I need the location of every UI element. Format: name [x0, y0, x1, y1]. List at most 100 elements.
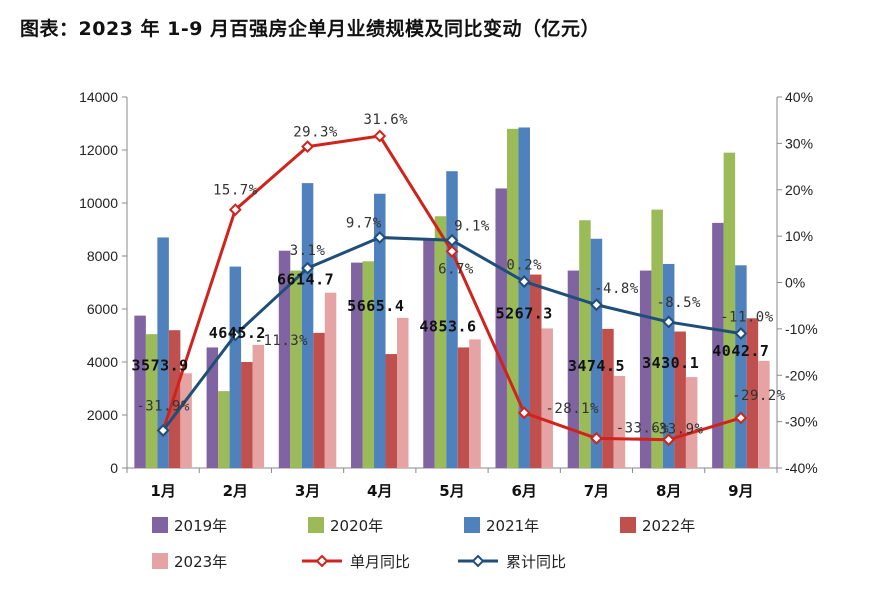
- x-tick-label: 4月: [367, 482, 392, 500]
- data-label-cumulative-yoy: 3.1%: [290, 243, 326, 259]
- legend-swatch: [464, 517, 480, 533]
- y2-tick-label: 20%: [785, 182, 813, 198]
- data-label-cumulative-yoy: -11.3%: [255, 333, 309, 349]
- bar-2023年: [541, 328, 553, 468]
- bar-2020年: [579, 220, 591, 468]
- legend-label: 2021年: [486, 517, 539, 535]
- data-label-2023: 3430.1: [642, 354, 699, 372]
- legend-marker: [315, 554, 329, 568]
- data-label-monthly-yoy: 6.7%: [438, 261, 474, 277]
- bar-2019年: [278, 250, 291, 468]
- x-tick-label: 5月: [439, 482, 464, 500]
- data-label-2023: 4042.7: [712, 342, 769, 360]
- bar-2023年: [758, 360, 770, 468]
- point-单月同比: [445, 245, 459, 258]
- bar-2020年: [362, 261, 375, 468]
- bar-2020年: [506, 128, 519, 469]
- point-单月同比: [228, 203, 242, 217]
- bar-2023年: [180, 373, 192, 468]
- bar-2023年: [397, 317, 409, 468]
- bar-2023年: [324, 292, 337, 468]
- bar-2021年: [374, 193, 386, 468]
- data-label-monthly-yoy: 29.3%: [293, 125, 338, 141]
- data-label-monthly-yoy: -28.1%: [545, 401, 599, 417]
- point-单月同比: [590, 431, 603, 445]
- y2-tick-label: 10%: [785, 228, 813, 244]
- bar-2022年: [529, 274, 542, 468]
- legend-swatch: [152, 517, 168, 533]
- y-tick-label: 0: [110, 460, 118, 476]
- bar-2022年: [602, 328, 614, 468]
- bar-2021年: [446, 171, 458, 468]
- bar-2020年: [218, 391, 230, 468]
- bar-2021年: [590, 238, 603, 468]
- bar-2020年: [145, 334, 158, 468]
- y-tick-label: 14000: [79, 89, 118, 105]
- bar-2019年: [639, 270, 652, 468]
- y-tick-label: 6000: [87, 301, 118, 317]
- legend-label: 2020年: [330, 517, 383, 535]
- bar-2023年: [613, 375, 626, 468]
- data-label-cumulative-yoy: -11.0%: [720, 310, 774, 326]
- data-label-monthly-yoy: -33.6%: [616, 420, 670, 436]
- data-label-2023: 4645.2: [209, 324, 266, 342]
- x-tick-label: 3月: [295, 482, 320, 500]
- point-单月同比: [734, 411, 748, 425]
- bar-2019年: [134, 315, 146, 468]
- y2-tick-label: -10%: [785, 321, 818, 337]
- bar-2019年: [423, 240, 435, 468]
- legend-label: 2023年: [174, 553, 227, 571]
- data-label-cumulative-yoy: 9.7%: [346, 216, 382, 232]
- bar-2021年: [157, 237, 169, 468]
- bar-2022年: [457, 347, 470, 468]
- legend-label: 累计同比: [506, 553, 566, 571]
- point-累计同比: [662, 315, 676, 329]
- data-label-2023: 3474.5: [568, 357, 625, 375]
- point-单月同比: [517, 406, 531, 420]
- y-tick-label: 12000: [79, 142, 118, 158]
- point-累计同比: [734, 327, 748, 340]
- legend-label: 2019年: [174, 517, 227, 535]
- point-累计同比: [445, 233, 459, 247]
- bar-2021年: [735, 265, 747, 468]
- y2-tick-label: 40%: [785, 89, 813, 105]
- page-title: 图表：2023 年 1-9 月百强房企单月业绩规模及同比变动（亿元）: [20, 18, 601, 40]
- data-label-2023: 5267.3: [496, 304, 553, 322]
- legend-swatch: [308, 517, 324, 533]
- x-tick-label: 7月: [584, 482, 609, 500]
- point-单月同比: [301, 140, 314, 154]
- data-label-2023: 5665.4: [347, 297, 404, 315]
- bar-2020年: [651, 209, 663, 468]
- bar-2021年: [229, 266, 242, 468]
- bar-2020年: [290, 270, 302, 468]
- bar-2021年: [301, 183, 314, 468]
- data-label-2023: 6614.7: [277, 271, 334, 289]
- x-tick-label: 6月: [512, 482, 537, 500]
- y2-tick-label: 0%: [785, 275, 805, 291]
- data-label-2023: 3573.9: [132, 356, 189, 374]
- bar-2019年: [495, 188, 507, 469]
- data-label-cumulative-yoy: 9.1%: [454, 218, 490, 234]
- y2-tick-label: -40%: [785, 460, 818, 476]
- bar-2019年: [206, 347, 219, 468]
- x-tick-label: 2月: [223, 482, 248, 500]
- x-tick-label: 8月: [656, 482, 681, 500]
- data-label-monthly-yoy: -31.9%: [136, 398, 190, 414]
- point-单月同比: [373, 129, 387, 143]
- bar-2020年: [723, 152, 736, 468]
- bar-2022年: [385, 354, 398, 468]
- point-累计同比: [373, 231, 387, 244]
- bar-2022年: [746, 318, 759, 468]
- y-tick-label: 2000: [87, 407, 118, 423]
- legend-label: 单月同比: [350, 553, 410, 571]
- data-label-cumulative-yoy: -8.5%: [656, 295, 701, 311]
- y2-tick-label: -30%: [785, 414, 818, 430]
- bar-2023年: [252, 344, 265, 468]
- point-累计同比: [517, 275, 531, 288]
- point-累计同比: [301, 261, 314, 275]
- bar-2022年: [674, 331, 686, 468]
- point-累计同比: [156, 424, 170, 437]
- bar-2019年: [351, 262, 363, 468]
- y-tick-label: 8000: [87, 248, 118, 264]
